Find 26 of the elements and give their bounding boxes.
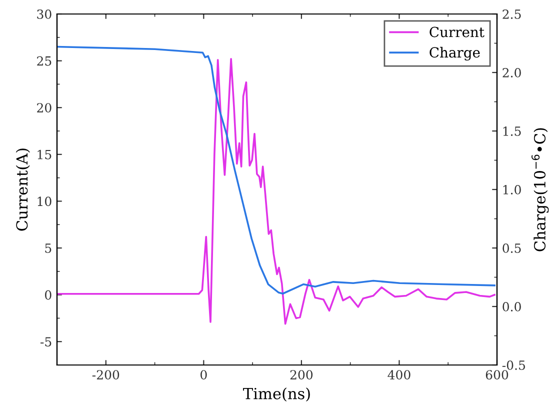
y2-tick-label: -0.5 xyxy=(502,360,525,370)
y-tick-label: 30 xyxy=(37,9,52,19)
y2-tick-label: 1.0 xyxy=(503,184,521,194)
y-tick-label: 20 xyxy=(37,103,52,113)
y2-tick-label: 0.5 xyxy=(502,243,521,253)
x-tick-label: 200 xyxy=(290,370,313,380)
line-series xyxy=(57,46,496,295)
y-tick-label: -5 xyxy=(40,337,52,347)
x-tick-label: 600 xyxy=(486,370,508,380)
x-tick-label: -200 xyxy=(92,370,120,380)
y2-tick-label: 2.5 xyxy=(502,9,521,19)
y-axis-title: Current(A) xyxy=(16,148,30,231)
y2-tick-label: 0.0 xyxy=(502,302,521,312)
y2-axis-title: Charge(10$^{−6}$•C) xyxy=(532,128,549,252)
legend-label: Charge xyxy=(430,46,480,61)
x-axis-title: Time(ns) xyxy=(243,388,310,402)
y-tick-label: 0 xyxy=(45,290,52,300)
y2-tick-label: 1.5 xyxy=(503,126,521,136)
y2-tick-label: 2.0 xyxy=(502,68,521,78)
y-tick-label: 25 xyxy=(37,56,52,66)
y-tick-label: 15 xyxy=(38,150,52,160)
legend-label: Current xyxy=(430,26,484,38)
y-tick-label: 5 xyxy=(45,244,52,253)
x-tick-label: 0 xyxy=(200,370,207,380)
y-tick-label: 10 xyxy=(38,196,52,206)
x-tick-label: 400 xyxy=(388,370,410,380)
